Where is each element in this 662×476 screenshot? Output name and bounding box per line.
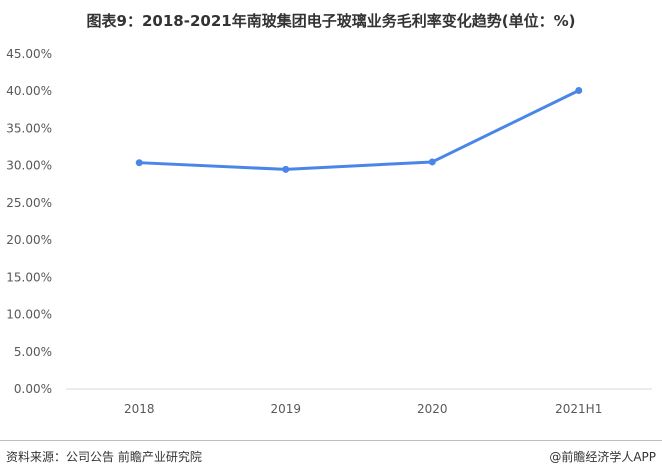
x-tick-label: 2018 [124,402,155,416]
y-tick-label: 35.00% [6,121,52,135]
y-tick-label: 15.00% [6,270,52,284]
data-point [135,159,143,167]
y-axis-ticks: 0.00% 5.00% 10.00% 15.00% 20.00% 25.00% 30.00%… [6,47,52,396]
footer-divider [0,440,662,441]
y-tick-label: 40.00% [6,84,52,98]
y-tick-label: 5.00% [14,345,52,359]
y-tick-label: 0.00% [14,382,52,396]
data-point [428,158,436,166]
line-chart: 0.00% 5.00% 10.00% 15.00% 20.00% 25.00% 30.00%… [6,47,652,416]
x-tick-label: 2021H1 [555,402,602,416]
y-tick-label: 20.00% [6,233,52,247]
y-tick-label: 45.00% [6,47,52,61]
watermark: @前瞻经济学人APP [549,450,656,464]
y-tick-label: 25.00% [6,196,52,210]
data-point [575,86,583,94]
x-axis-ticks: 2018 2019 2020 2021H1 [124,402,602,416]
source-note: 资料来源：公司公告 前瞻产业研究院 [6,450,202,464]
y-tick-label: 10.00% [6,308,52,322]
data-point [282,165,290,173]
y-tick-label: 30.00% [6,159,52,173]
data-points [135,86,583,173]
chart-title: 图表9：2018-2021年南玻集团电子玻璃业务毛利率变化趋势(单位：%) [86,12,576,30]
x-tick-label: 2019 [270,402,301,416]
x-tick-label: 2020 [417,402,448,416]
series-line [139,89,580,171]
